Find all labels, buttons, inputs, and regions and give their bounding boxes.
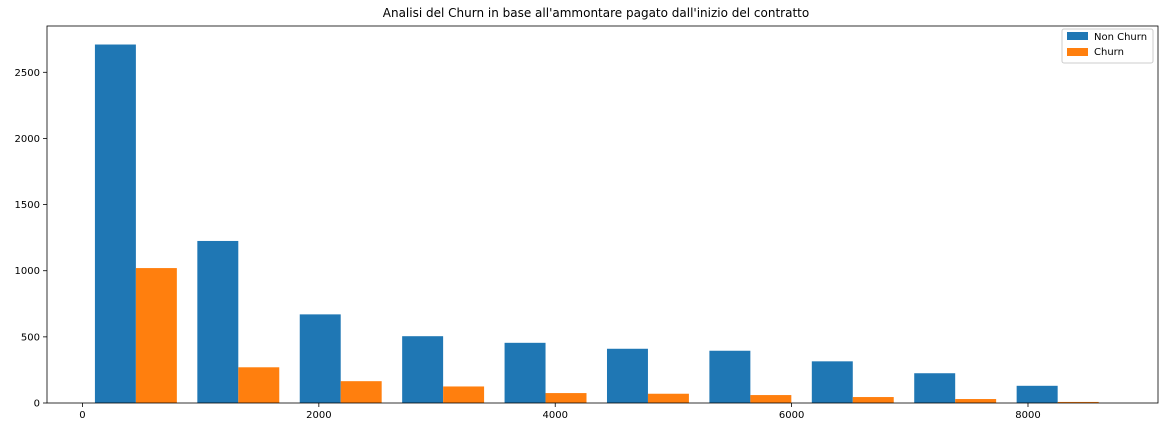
y-tick-label: 1500 [15, 200, 40, 211]
x-tick-label: 6000 [779, 410, 804, 421]
plot-frame [46, 25, 1159, 404]
bar-churn-0 [135, 268, 177, 403]
bar-churn-6 [750, 395, 792, 403]
y-tick-label: 1000 [15, 266, 40, 277]
bar-non-churn-1 [197, 240, 239, 403]
bar-churn-4 [545, 393, 587, 403]
y-axis: 0 500 1000 1500 2000 2500 [15, 68, 47, 410]
bars-layer [94, 44, 1099, 404]
legend-label-non-churn: Non Churn [1094, 32, 1147, 43]
x-tick-label: 0 [79, 410, 85, 421]
x-tick-label: 4000 [542, 410, 567, 421]
bar-non-churn-5 [606, 348, 648, 403]
bar-non-churn-9 [1016, 385, 1058, 403]
bar-churn-3 [443, 386, 485, 403]
bar-non-churn-4 [504, 342, 546, 403]
y-tick-label: 2500 [15, 68, 40, 79]
x-tick-label: 2000 [306, 410, 331, 421]
legend-swatch-non-churn [1067, 32, 1088, 40]
legend-swatch-churn [1067, 48, 1088, 56]
bar-non-churn-3 [402, 336, 444, 403]
x-axis: 0 2000 4000 6000 8000 [79, 403, 1041, 421]
bar-non-churn-6 [709, 350, 751, 403]
y-tick-label: 2000 [15, 134, 40, 145]
bar-churn-9 [1057, 401, 1099, 403]
bar-churn-7 [852, 397, 894, 403]
bar-churn-8 [955, 399, 997, 403]
x-tick-label: 8000 [1015, 410, 1040, 421]
y-tick-label: 0 [34, 399, 40, 410]
chart-title: Analisi del Churn in base all'ammontare … [383, 6, 809, 20]
bar-churn-1 [238, 367, 280, 403]
legend-label-churn: Churn [1094, 47, 1124, 58]
bar-non-churn-8 [914, 373, 956, 403]
legend: Non Churn Churn [1061, 28, 1154, 64]
bar-non-churn-0 [94, 44, 136, 404]
bar-non-churn-7 [811, 361, 853, 403]
bar-churn-2 [340, 381, 382, 403]
bar-non-churn-2 [299, 314, 341, 403]
bar-churn-5 [647, 393, 689, 403]
y-tick-label: 500 [21, 332, 40, 343]
